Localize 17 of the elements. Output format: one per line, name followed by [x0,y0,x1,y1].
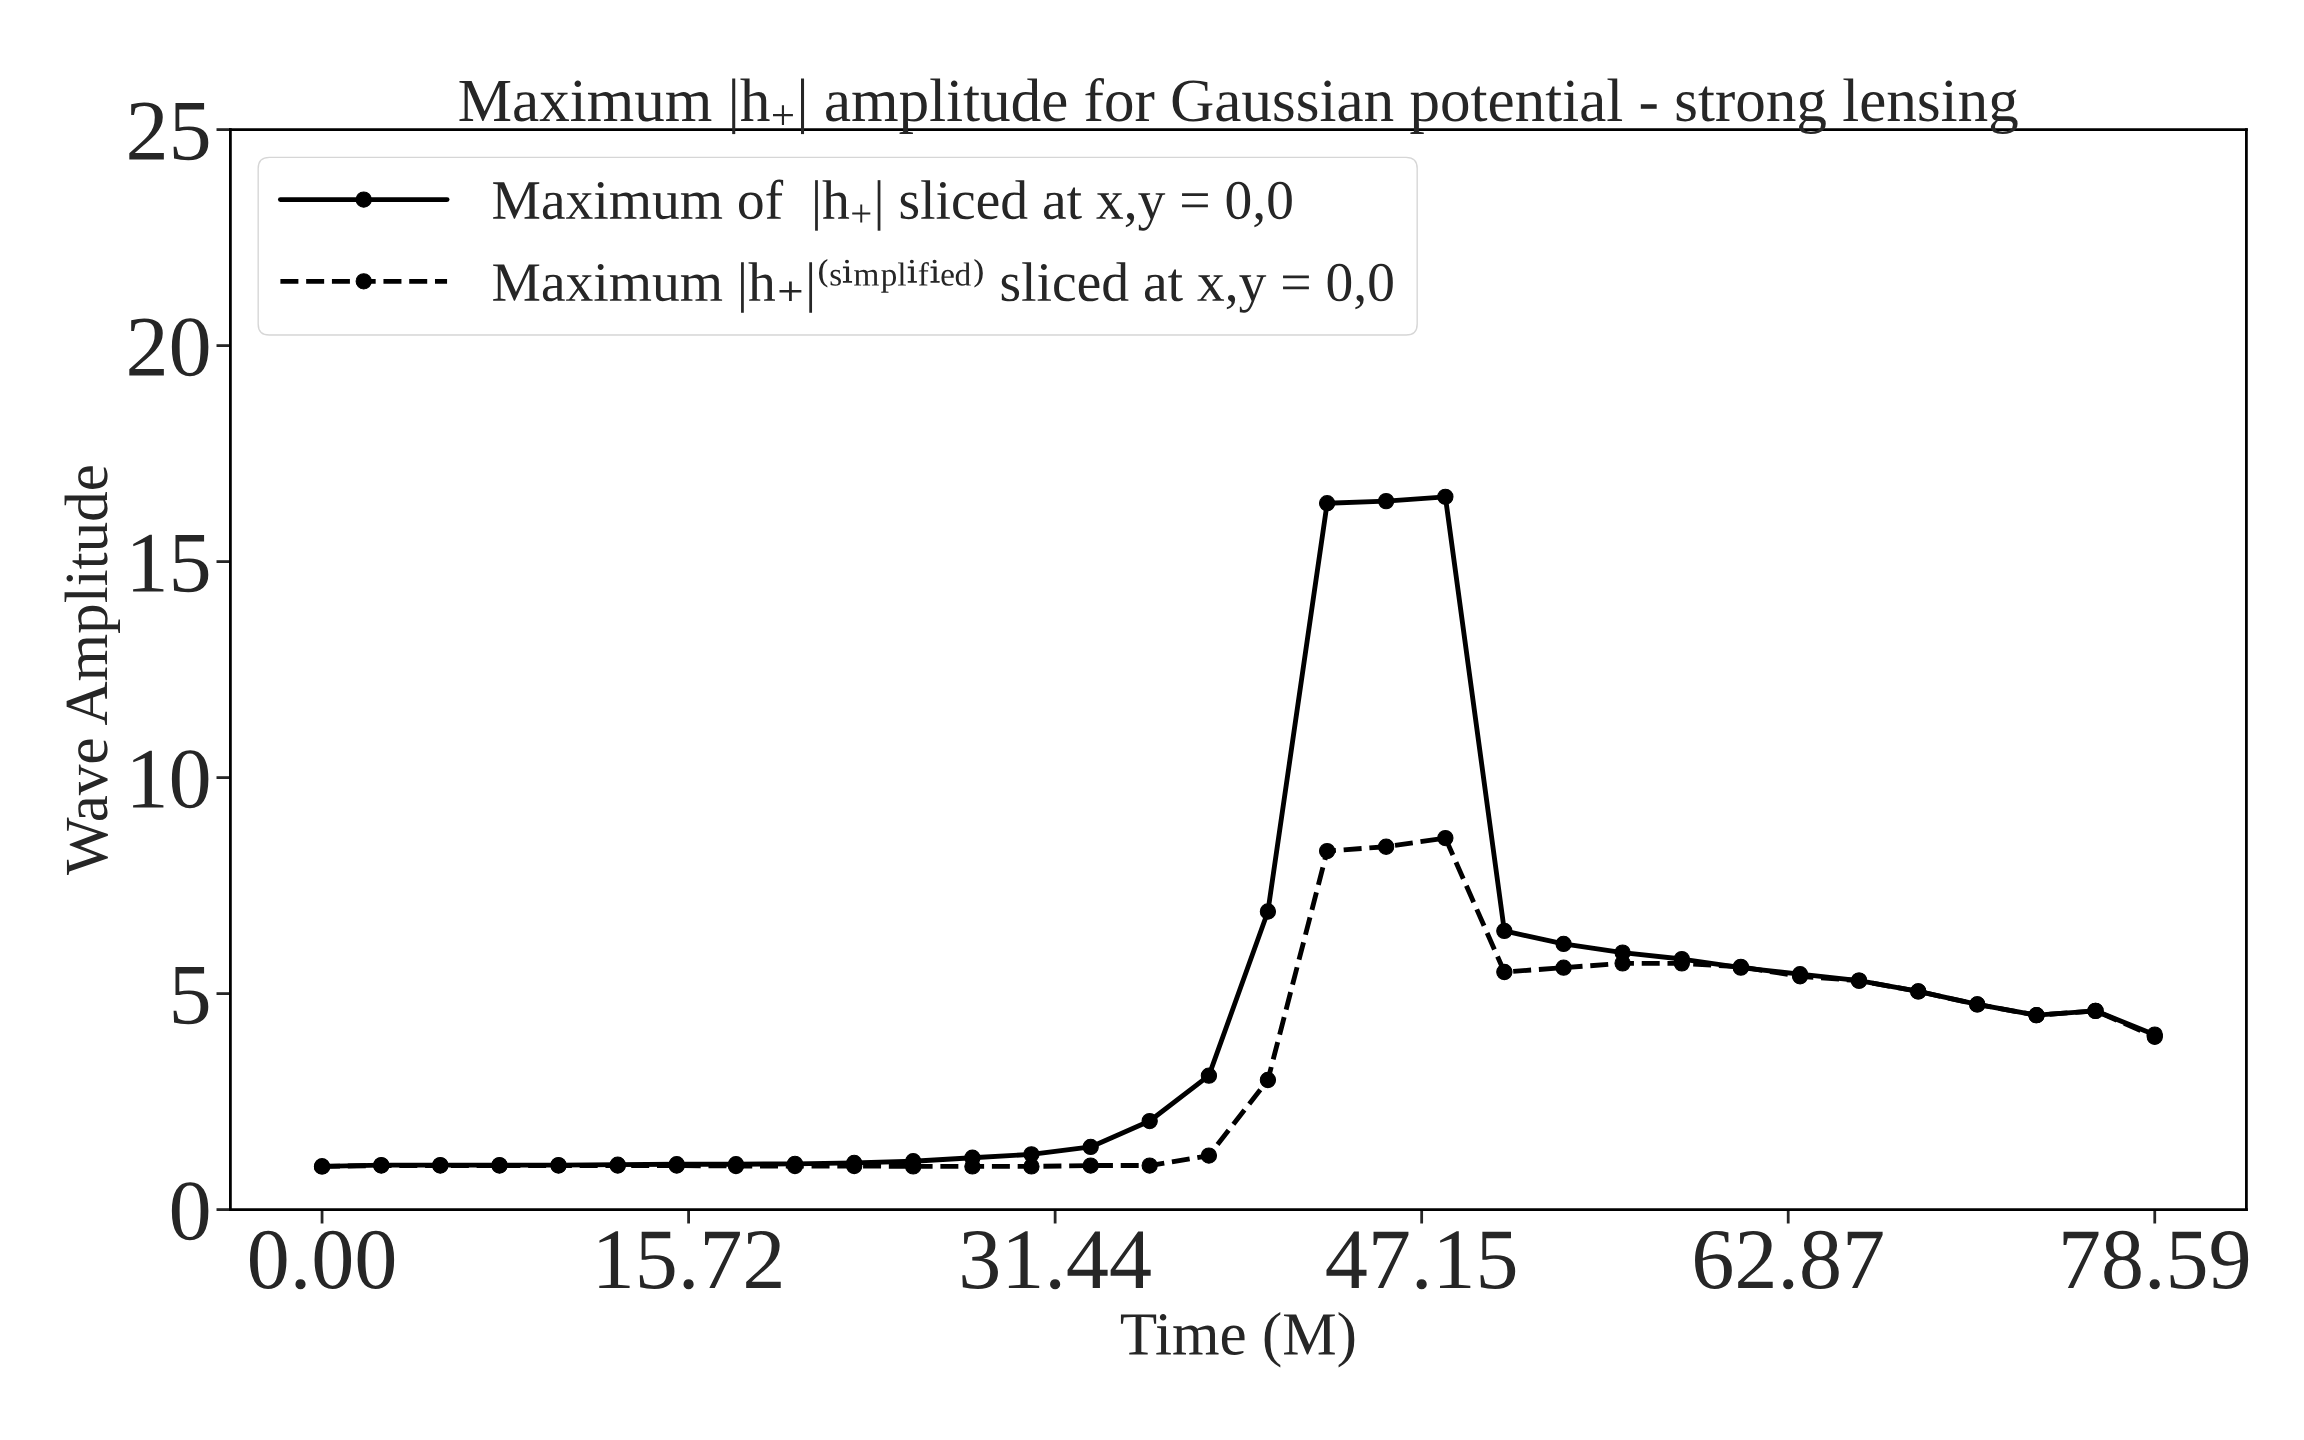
legend-label: Maximum |h₊|⁽ˢⁱᵐᵖˡⁱᶠⁱᵉᵈ⁾ sliced at x,y = 0,0 [493,259,1393,313]
chart-title: Maximum |h$_{+}$| amplitude for Gaussian potential - strong lensing [459,77,2018,135]
y-tick-label: 15 [133,534,209,593]
y-tick-label: 5 [173,967,209,1025]
y-tick-label: 25 [129,102,209,161]
x-axis-title: Time (M) [1120,1312,1355,1368]
y-tick-label: 10 [133,750,209,809]
x-tick-label: 47.15 [1326,1231,1516,1290]
x-tick-label: 78.59 [2063,1230,2249,1290]
x-tick-label: 0.00 [249,1230,395,1290]
y-axis-title: Wave Amplitude [64,466,120,875]
x-tick-label: 62.87 [1695,1230,1883,1290]
y-tick-label: 0 [171,1182,209,1241]
x-tick-label: 31.44 [962,1231,1151,1290]
x-tick-label: 15.72 [599,1231,781,1290]
y-tick-label: 20 [129,318,209,377]
legend-label: Maximum of |h$_{+}$| sliced at x,y = 0,0 [493,179,1292,231]
